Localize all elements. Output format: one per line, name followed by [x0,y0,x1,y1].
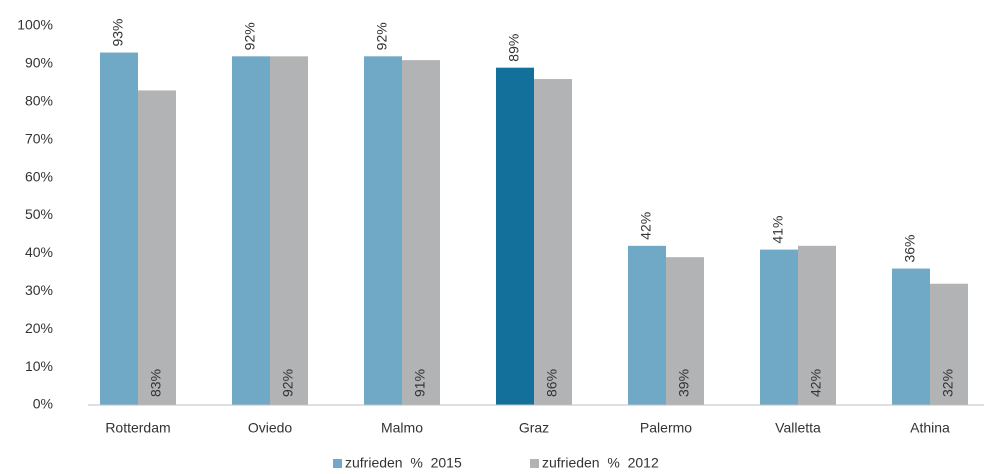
legend-swatch [333,459,342,468]
data-label: 36% [902,235,918,263]
bar [270,56,308,405]
data-label: 41% [770,216,786,244]
data-label: 39% [676,369,692,397]
bar [892,268,930,405]
bar [666,257,704,405]
data-label: 92% [242,22,258,50]
x-tick-label: Oviedo [248,420,293,436]
x-tick-label: Malmo [381,420,423,436]
data-label: 86% [544,369,560,397]
y-tick-label: 30% [25,282,53,298]
y-tick-label: 0% [33,396,53,412]
bar [138,90,176,406]
legend-swatch [530,459,539,468]
data-label: 93% [110,18,126,46]
x-tick-label: Valletta [775,420,821,436]
data-label: 83% [148,369,164,397]
bar [402,60,440,406]
data-label: 89% [506,34,522,62]
y-tick-label: 40% [25,244,53,260]
y-tick-label: 100% [17,17,53,33]
bar [798,245,836,405]
legend-label: zufrieden % 2015 [345,455,462,471]
bar [364,56,402,405]
bar [100,52,138,405]
x-tick-label: Rotterdam [105,420,170,436]
bar [496,67,534,405]
bar [760,249,798,405]
y-tick-label: 70% [25,130,53,146]
bar [628,245,666,405]
y-tick-label: 80% [25,93,53,109]
y-tick-label: 50% [25,206,53,222]
legend-label: zufrieden % 2012 [542,455,659,471]
y-tick-label: 10% [25,358,53,374]
bar [930,283,968,405]
bar [232,56,270,405]
x-tick-label: Graz [519,420,549,436]
data-label: 92% [374,22,390,50]
bar [534,79,572,405]
x-tick-label: Palermo [640,420,692,436]
y-tick-label: 90% [25,55,53,71]
data-label: 42% [638,212,654,240]
data-label: 92% [280,369,296,397]
data-label: 32% [940,369,956,397]
x-tick-label: Athina [910,420,950,436]
y-tick-label: 60% [25,168,53,184]
data-label: 42% [808,369,824,397]
data-label: 91% [412,369,428,397]
y-tick-label: 20% [25,320,53,336]
